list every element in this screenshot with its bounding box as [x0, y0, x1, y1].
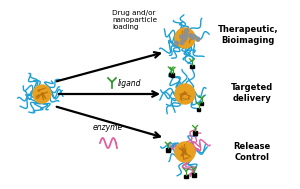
Circle shape: [191, 35, 195, 39]
Circle shape: [174, 41, 178, 45]
Circle shape: [175, 142, 195, 162]
Bar: [171, 73, 174, 77]
Circle shape: [183, 36, 187, 40]
Circle shape: [175, 84, 195, 104]
Circle shape: [33, 85, 51, 103]
Circle shape: [180, 40, 184, 44]
Bar: [166, 148, 169, 152]
Text: Release
Control: Release Control: [233, 142, 271, 162]
Circle shape: [175, 28, 195, 48]
Circle shape: [180, 35, 184, 39]
Bar: [197, 108, 200, 112]
Circle shape: [196, 37, 200, 41]
Bar: [169, 73, 172, 76]
Circle shape: [184, 33, 188, 37]
Text: Targeted
delivery: Targeted delivery: [231, 83, 273, 103]
Circle shape: [190, 35, 194, 39]
Bar: [200, 102, 203, 105]
Text: Therapeutic,
Bioimaging: Therapeutic, Bioimaging: [218, 25, 278, 45]
Bar: [192, 173, 196, 177]
Bar: [184, 175, 188, 178]
Text: Drug and/or
nanoparticle
loading: Drug and/or nanoparticle loading: [112, 10, 157, 30]
Circle shape: [182, 36, 186, 40]
Circle shape: [189, 34, 193, 38]
Bar: [194, 132, 197, 135]
Bar: [190, 65, 194, 68]
Text: enzyme: enzyme: [93, 123, 123, 132]
Circle shape: [184, 29, 189, 33]
Text: ligand: ligand: [118, 78, 142, 88]
Circle shape: [191, 35, 195, 39]
